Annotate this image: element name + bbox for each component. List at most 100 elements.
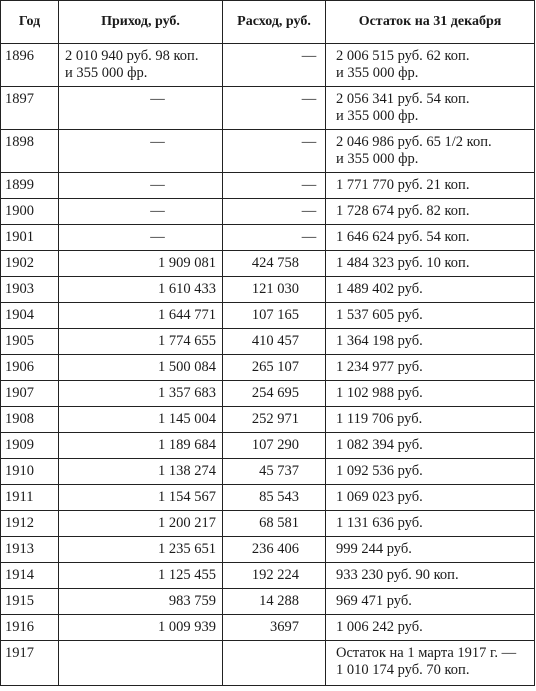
- cell-balance: Остаток на 1 марта 1917 г. —1 010 174 ру…: [325, 640, 535, 686]
- cell-expense: 265 107: [222, 354, 326, 381]
- cell-income: 1 774 655: [58, 328, 223, 355]
- cell-expense: 121 030: [222, 276, 326, 303]
- cell-year: 1916: [0, 614, 59, 641]
- cell-income: 1 189 684: [58, 432, 223, 459]
- cell-year: 1907: [0, 380, 59, 407]
- cell-expense: —: [222, 43, 326, 87]
- cell-balance-line: 2 046 986 руб. 65 1/2 коп.: [336, 134, 492, 150]
- cell-income: 1 138 274: [58, 458, 223, 485]
- cell-year: 1914: [0, 562, 59, 589]
- cell-balance: 1 131 636 руб.: [325, 510, 535, 537]
- cell-balance: 969 471 руб.: [325, 588, 535, 615]
- cell-expense: [222, 640, 326, 686]
- table-row: 1908 1 145 004 252 971 1 119 706 руб.: [0, 406, 535, 433]
- cell-expense: —: [222, 129, 326, 173]
- cell-balance: 1 364 198 руб.: [325, 328, 535, 355]
- header-balance: Остаток на 31 декабря: [325, 0, 535, 44]
- cell-income: [58, 640, 223, 686]
- cell-balance-line: 2 006 515 руб. 62 коп.: [336, 48, 470, 64]
- cell-income: —: [58, 198, 223, 225]
- table-row: 1899— —1 771 770 руб. 21 коп.: [0, 172, 535, 199]
- cell-balance-line: Остаток на 1 марта 1917 г. —: [336, 645, 517, 661]
- cell-balance: 999 244 руб.: [325, 536, 535, 563]
- cell-year: 1915: [0, 588, 59, 615]
- cell-year: 1899: [0, 172, 59, 199]
- table-row: 1910 1 138 274 45 737 1 092 536 руб.: [0, 458, 535, 485]
- cell-expense: 85 543: [222, 484, 326, 511]
- cell-expense: —: [222, 198, 326, 225]
- cell-year: 1909: [0, 432, 59, 459]
- cell-income: 1 610 433: [58, 276, 223, 303]
- cell-income: 1 145 004: [58, 406, 223, 433]
- cell-year: 1910: [0, 458, 59, 485]
- cell-balance: 1 069 023 руб.: [325, 484, 535, 511]
- table-row: 1915 983 759 14 288 969 471 руб.: [0, 588, 535, 615]
- cell-balance: 1 119 706 руб.: [325, 406, 535, 433]
- cell-expense: 107 290: [222, 432, 326, 459]
- table-row: 1904 1 644 771 107 165 1 537 605 руб.: [0, 302, 535, 329]
- table-row: 1911 1 154 567 85 543 1 069 023 руб.: [0, 484, 535, 511]
- cell-balance-line: и 355 000 фр.: [336, 65, 419, 81]
- cell-expense: 254 695: [222, 380, 326, 407]
- cell-balance: 1 771 770 руб. 21 коп.: [325, 172, 535, 199]
- cell-balance-line: 1 010 174 руб. 70 коп.: [336, 662, 470, 678]
- cell-income: 1 357 683: [58, 380, 223, 407]
- cell-year: 1897: [0, 86, 59, 130]
- table-row: 1909 1 189 684 107 290 1 082 394 руб.: [0, 432, 535, 459]
- cell-income: 983 759: [58, 588, 223, 615]
- table-header-row: Год Приход, руб. Расход, руб. Остаток на…: [0, 0, 535, 44]
- table-row: 1917 Остаток на 1 марта 1917 г. —1 010 17…: [0, 640, 535, 686]
- table-row: 1898— —2 046 986 руб. 65 1/2 коп. и 355 00…: [0, 129, 535, 173]
- cell-year: 1906: [0, 354, 59, 381]
- cell-balance-line: 2 056 341 руб. 54 коп.: [336, 91, 470, 107]
- cell-balance: 1 489 402 руб.: [325, 276, 535, 303]
- table-row: 1916 1 009 939 3697 1 006 242 руб.: [0, 614, 535, 641]
- cell-year: 1898: [0, 129, 59, 173]
- table-row: 1913 1 235 651 236 406 999 244 руб.: [0, 536, 535, 563]
- cell-income: —: [58, 172, 223, 199]
- cell-year: 1905: [0, 328, 59, 355]
- header-year: Год: [0, 0, 59, 44]
- cell-balance: 1 728 674 руб. 82 коп.: [325, 198, 535, 225]
- cell-expense: 14 288: [222, 588, 326, 615]
- table-row: 1905 1 774 655 410 457 1 364 198 руб.: [0, 328, 535, 355]
- cell-income: 1 200 217: [58, 510, 223, 537]
- cell-income: 1 009 939: [58, 614, 223, 641]
- cell-income: 1 500 084: [58, 354, 223, 381]
- cell-balance: 2 046 986 руб. 65 1/2 коп. и 355 000 фр.: [325, 129, 535, 173]
- cell-balance: 2 056 341 руб. 54 коп. и 355 000 фр.: [325, 86, 535, 130]
- table-row: 1900— —1 728 674 руб. 82 коп.: [0, 198, 535, 225]
- header-income: Приход, руб.: [58, 0, 223, 44]
- cell-income: —: [58, 224, 223, 251]
- table-row: 1907 1 357 683 254 695 1 102 988 руб.: [0, 380, 535, 407]
- cell-income: —: [58, 129, 223, 173]
- cell-expense: 192 224: [222, 562, 326, 589]
- cell-income: 1 644 771: [58, 302, 223, 329]
- table-body: 1896 2 010 940 руб. 98 коп. и 355 000 фр. —…: [0, 43, 535, 686]
- table-row: 1903 1 610 433 121 030 1 489 402 руб.: [0, 276, 535, 303]
- cell-income: 2 010 940 руб. 98 коп. и 355 000 фр.: [58, 43, 223, 87]
- cell-year: 1900: [0, 198, 59, 225]
- cell-income: —: [58, 86, 223, 130]
- cell-income: 1 154 567: [58, 484, 223, 511]
- cell-income: 1 235 651: [58, 536, 223, 563]
- table-row: 1914 1 125 455 192 224 933 230 руб. 90 коп.: [0, 562, 535, 589]
- cell-balance-line: и 355 000 фр.: [336, 108, 419, 124]
- cell-balance: 1 234 977 руб.: [325, 354, 535, 381]
- cell-year: 1896: [0, 43, 59, 87]
- header-expense: Расход, руб.: [222, 0, 326, 44]
- cell-income: 1 909 081: [58, 250, 223, 277]
- cell-expense: 107 165: [222, 302, 326, 329]
- cell-expense: —: [222, 172, 326, 199]
- table-row: 1896 2 010 940 руб. 98 коп. и 355 000 фр. —…: [0, 43, 535, 87]
- cell-expense: 3697: [222, 614, 326, 641]
- cell-expense: 424 758: [222, 250, 326, 277]
- table-row: 1902 1 909 081 424 758 1 484 323 руб. 10 ко…: [0, 250, 535, 277]
- cell-balance: 1 537 605 руб.: [325, 302, 535, 329]
- cell-expense: 236 406: [222, 536, 326, 563]
- cell-balance: 1 102 988 руб.: [325, 380, 535, 407]
- cell-year: 1917: [0, 640, 59, 686]
- cell-year: 1912: [0, 510, 59, 537]
- cell-balance: 2 006 515 руб. 62 коп. и 355 000 фр.: [325, 43, 535, 87]
- cell-income-line: 2 010 940 руб. 98 коп.: [65, 48, 199, 64]
